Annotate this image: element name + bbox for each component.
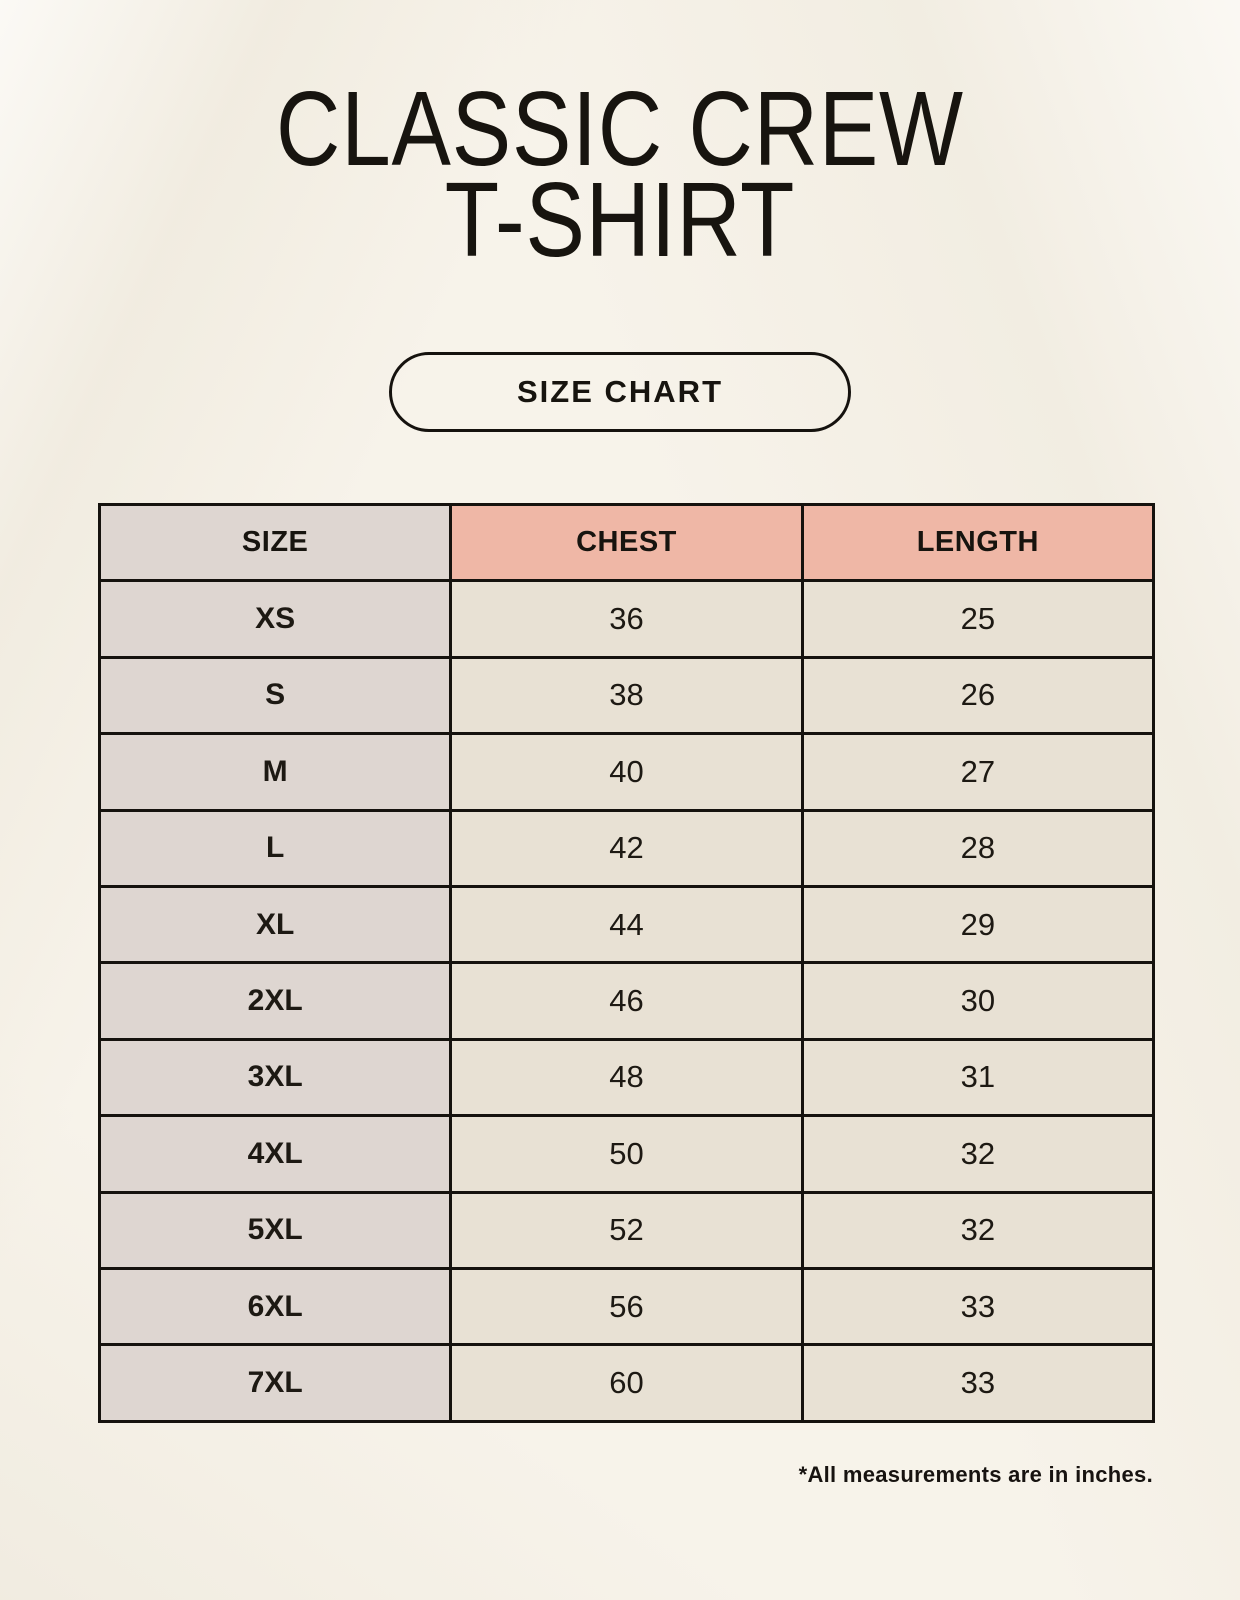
table-row: L 42 28 bbox=[97, 808, 1156, 888]
chest-cell: 44 bbox=[449, 884, 804, 965]
length-cell: 25 bbox=[800, 579, 1156, 659]
table-row: 5XL 52 32 bbox=[97, 1190, 1156, 1270]
chest-cell: 46 bbox=[449, 961, 804, 1041]
length-cell: 29 bbox=[800, 884, 1156, 965]
length-cell: 26 bbox=[800, 655, 1156, 736]
size-cell: L bbox=[97, 808, 453, 888]
length-cell: 32 bbox=[800, 1114, 1156, 1194]
chest-cell: 60 bbox=[449, 1343, 804, 1423]
table-row: 7XL 60 33 bbox=[97, 1343, 1156, 1423]
table-row: XS 36 25 bbox=[97, 579, 1156, 659]
table-row: S 38 26 bbox=[97, 655, 1156, 736]
chest-cell: 38 bbox=[449, 655, 804, 736]
size-cell: 7XL bbox=[97, 1343, 453, 1423]
column-header-size: SIZE bbox=[97, 502, 453, 583]
size-chart-button[interactable]: SIZE CHART bbox=[389, 352, 851, 432]
size-cell: 3XL bbox=[97, 1037, 453, 1118]
length-cell: 32 bbox=[800, 1190, 1156, 1270]
column-header-length: LENGTH bbox=[800, 502, 1156, 583]
page-title: CLASSIC CREW T-SHIRT bbox=[99, 70, 1141, 280]
table-row: 6XL 56 33 bbox=[97, 1266, 1156, 1347]
chest-cell: 42 bbox=[449, 808, 804, 888]
length-cell: 27 bbox=[800, 732, 1156, 812]
chest-cell: 52 bbox=[449, 1190, 804, 1270]
size-cell: S bbox=[97, 655, 453, 736]
chest-cell: 56 bbox=[449, 1266, 804, 1347]
size-chart-table: SIZE CHEST LENGTH XS 36 25 S 38 26 M 40 … bbox=[97, 502, 1156, 1423]
length-cell: 28 bbox=[800, 808, 1156, 888]
size-cell: XL bbox=[97, 884, 453, 965]
page-title-line2: T-SHIRT bbox=[444, 161, 796, 280]
table-row: M 40 27 bbox=[97, 732, 1156, 812]
size-cell: 6XL bbox=[97, 1266, 453, 1347]
size-cell: 5XL bbox=[97, 1190, 453, 1270]
size-cell: XS bbox=[97, 579, 453, 659]
length-cell: 33 bbox=[800, 1266, 1156, 1347]
table-row: XL 44 29 bbox=[97, 884, 1156, 965]
size-chart-button-label: SIZE CHART bbox=[517, 374, 723, 409]
size-cell: 4XL bbox=[97, 1114, 453, 1194]
table-row: 3XL 48 31 bbox=[97, 1037, 1156, 1118]
column-header-chest: CHEST bbox=[449, 502, 804, 583]
table-header-row: SIZE CHEST LENGTH bbox=[97, 502, 1156, 583]
table-row: 2XL 46 30 bbox=[97, 961, 1156, 1041]
size-cell: 2XL bbox=[97, 961, 453, 1041]
chest-cell: 36 bbox=[449, 579, 804, 659]
chest-cell: 48 bbox=[449, 1037, 804, 1118]
length-cell: 33 bbox=[800, 1343, 1156, 1423]
length-cell: 30 bbox=[800, 961, 1156, 1041]
table-row: 4XL 50 32 bbox=[97, 1114, 1156, 1194]
page-title-line1: CLASSIC CREW bbox=[276, 70, 964, 188]
chest-cell: 50 bbox=[449, 1114, 804, 1194]
chest-cell: 40 bbox=[449, 732, 804, 812]
measurement-note: *All measurements are in inches. bbox=[798, 1462, 1153, 1487]
size-cell: M bbox=[97, 732, 453, 812]
length-cell: 31 bbox=[800, 1037, 1156, 1118]
